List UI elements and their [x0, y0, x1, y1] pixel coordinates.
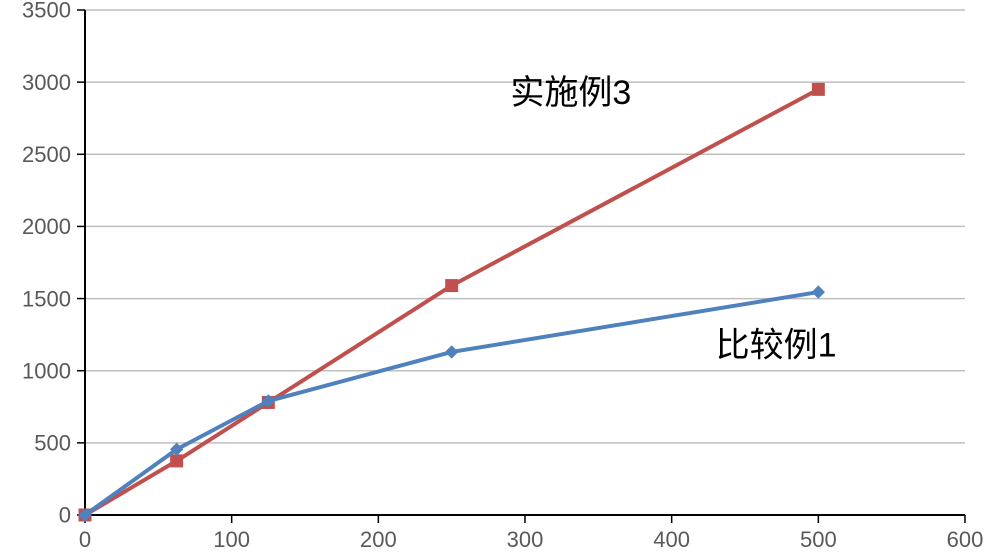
- x-tick-label: 100: [213, 527, 250, 552]
- x-tick-label: 600: [947, 527, 984, 552]
- series-marker: [171, 455, 183, 467]
- y-tick-label: 2000: [22, 214, 71, 239]
- x-tick-label: 0: [79, 527, 91, 552]
- y-tick-label: 500: [34, 431, 71, 456]
- chart-svg: 0 100 200 300 400 500 600 0 500 1000 1500 2000 2500 3…: [0, 0, 1000, 557]
- series-marker: [812, 83, 824, 95]
- line-chart: 0 100 200 300 400 500 600 0 500 1000 1500 2000 2500 3…: [0, 0, 1000, 557]
- x-tick-label: 400: [653, 527, 690, 552]
- series-label: 比较例1: [716, 326, 837, 364]
- y-tick-label: 3500: [22, 0, 71, 23]
- series-marker: [446, 280, 458, 292]
- series-label: 实施例3: [510, 74, 631, 112]
- x-tick-label: 300: [507, 527, 544, 552]
- y-tick-label: 3000: [22, 70, 71, 95]
- x-tick-label: 200: [360, 527, 397, 552]
- y-tick-label: 0: [59, 503, 71, 528]
- x-tick-label: 500: [800, 527, 837, 552]
- y-tick-label: 1000: [22, 358, 71, 383]
- y-tick-label: 2500: [22, 142, 71, 167]
- y-tick-label: 1500: [22, 286, 71, 311]
